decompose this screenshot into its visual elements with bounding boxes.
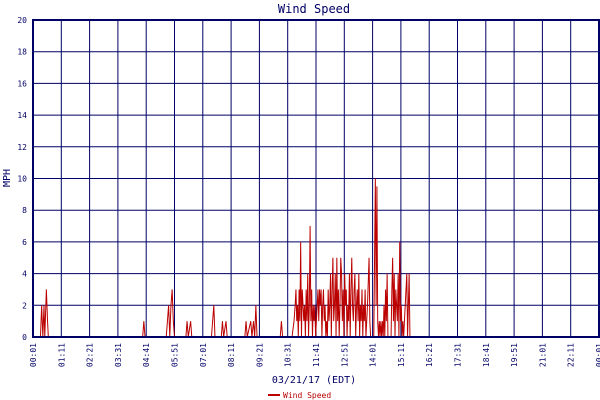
y-tick-label: 0 (22, 333, 27, 342)
y-tick-label: 18 (17, 48, 27, 57)
y-tick-label: 2 (22, 301, 27, 310)
x-tick-label: 17:31 (454, 343, 463, 367)
x-tick-label: 09:21 (255, 343, 264, 367)
x-tick-label: 15:11 (397, 343, 406, 367)
x-tick-label: 00:01 (595, 343, 600, 367)
plot-frame (32, 19, 600, 338)
y-tick-label: 8 (22, 206, 27, 215)
y-tick-labels: 0 2 4 6 8 10 12 14 16 18 20 (17, 16, 27, 342)
y-tick-label: 12 (17, 143, 27, 152)
x-tick-label: 02:21 (86, 343, 95, 367)
chart-title: Wind Speed (278, 2, 350, 16)
x-tick-label: 18:41 (482, 343, 491, 367)
x-tick-label: 01:11 (57, 343, 66, 367)
x-tick-label: 03:31 (114, 343, 123, 367)
x-tick-label: 12:51 (340, 343, 349, 367)
y-tick-label: 4 (22, 270, 27, 279)
x-tick-label: 10:31 (284, 343, 293, 367)
y-tick-label: 16 (17, 79, 27, 88)
x-tick-label: 19:51 (510, 343, 519, 367)
x-tick-label: 22:11 (567, 343, 576, 367)
y-axis-label: MPH (2, 169, 13, 187)
x-tick-label: 11:41 (312, 343, 321, 367)
legend-label: Wind Speed (283, 391, 331, 400)
x-tick-label: 00:01 (29, 343, 38, 367)
x-tick-label: 14:01 (369, 343, 378, 367)
x-tick-label: 07:01 (199, 343, 208, 367)
x-axis-label: 03/21/17 (EDT) (272, 375, 356, 386)
legend: Wind Speed (268, 391, 331, 400)
grid-lines (32, 19, 600, 338)
y-tick-label: 20 (17, 16, 27, 25)
x-tick-label: 21:01 (538, 343, 547, 367)
y-tick-label: 10 (17, 175, 27, 184)
x-tick-label: 16:21 (425, 343, 434, 367)
x-tick-label: 04:41 (142, 343, 151, 367)
x-tick-label: 05:51 (171, 343, 180, 367)
y-tick-label: 6 (22, 238, 27, 247)
y-tick-label: 14 (17, 111, 27, 120)
x-tick-label: 08:11 (227, 343, 236, 367)
x-tick-labels: 00:01 01:11 02:21 03:31 04:41 05:51 07:01 08:11… (29, 343, 600, 367)
